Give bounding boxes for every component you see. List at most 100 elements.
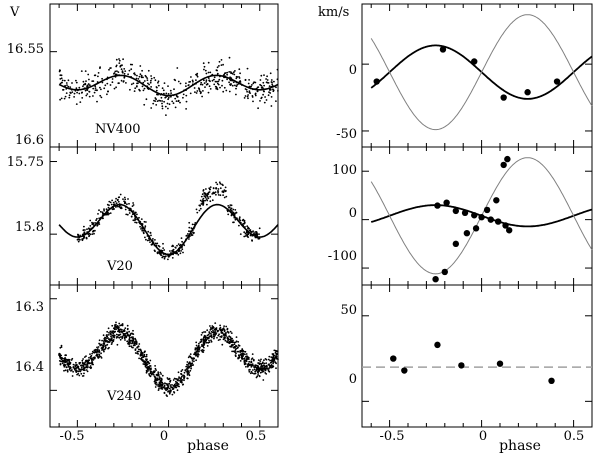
photometric-point — [125, 213, 128, 216]
photometric-point — [160, 386, 163, 389]
photometric-point — [99, 210, 102, 213]
photometric-point — [194, 347, 197, 350]
photometric-point — [91, 360, 93, 362]
photometric-point — [246, 231, 248, 234]
photometric-point — [231, 350, 234, 353]
photometric-point — [157, 373, 160, 376]
photometric-point — [143, 103, 146, 106]
photometric-point — [196, 90, 199, 92]
photometric-point — [113, 331, 116, 333]
ytick-label: 0 — [349, 206, 357, 221]
photometric-point — [115, 321, 117, 324]
photometric-point — [227, 213, 230, 216]
photometric-point — [260, 96, 263, 99]
photometric-point — [158, 387, 160, 390]
photometric-point — [96, 100, 98, 103]
photometric-point — [222, 194, 225, 197]
photometric-point — [210, 333, 212, 335]
photometric-point — [154, 242, 157, 245]
photometric-point — [171, 388, 174, 391]
photometric-point — [244, 363, 247, 365]
photometric-point — [217, 334, 220, 337]
photometric-point — [163, 92, 165, 95]
photometric-point — [243, 357, 246, 360]
photometric-point — [212, 335, 215, 338]
rv-point — [441, 268, 448, 276]
photometric-point — [234, 218, 237, 221]
systemic-velocity-point — [548, 377, 555, 385]
photometric-point — [191, 358, 194, 360]
photometric-point — [177, 80, 180, 83]
photometric-point — [87, 73, 90, 76]
photometric-point — [143, 360, 146, 362]
photometric-point — [156, 242, 159, 245]
photometric-point — [219, 338, 221, 341]
photometric-point — [61, 362, 64, 365]
photometric-point — [98, 342, 100, 345]
photometric-point — [262, 81, 265, 84]
photometric-point — [268, 370, 271, 373]
photometric-point — [82, 368, 84, 371]
photometric-point — [176, 381, 179, 384]
photometric-point — [174, 106, 177, 109]
photometric-point — [89, 84, 91, 87]
photometric-point — [147, 361, 150, 363]
photometric-point — [233, 341, 236, 344]
photometric-point — [186, 371, 189, 374]
photometric-point — [186, 374, 189, 376]
photometric-point — [65, 82, 68, 84]
photometric-point — [209, 88, 212, 90]
photometric-point — [85, 369, 88, 371]
photometric-point — [89, 219, 92, 222]
photometric-point — [171, 386, 174, 389]
photometric-point — [252, 100, 254, 103]
photometric-point — [145, 221, 147, 223]
photometric-point — [209, 200, 212, 203]
photometric-point — [203, 79, 205, 82]
photometric-point — [160, 377, 163, 380]
photometric-point — [134, 348, 137, 350]
photometric-point — [160, 96, 163, 99]
photometric-point — [209, 71, 212, 74]
photometric-point — [152, 238, 154, 240]
photometric-point — [144, 350, 146, 353]
photometric-point — [257, 366, 260, 369]
photometric-point — [85, 237, 88, 240]
photometric-point — [250, 370, 253, 373]
photometric-point — [133, 90, 136, 92]
photometric-point — [118, 82, 120, 84]
photometric-point — [185, 100, 188, 103]
photometric-point — [94, 229, 96, 232]
photometric-point — [234, 348, 237, 351]
photometric-point — [106, 203, 109, 206]
photometric-point — [121, 323, 124, 325]
photometric-point — [144, 225, 147, 228]
photometric-point — [142, 359, 144, 361]
photometric-point — [137, 350, 140, 353]
photometric-point — [233, 73, 236, 76]
photometric-point — [173, 391, 176, 394]
photometric-point — [140, 228, 142, 230]
photometric-point — [134, 337, 137, 340]
photometric-point — [271, 356, 274, 359]
rv-point — [504, 155, 511, 163]
photometric-point — [63, 365, 66, 368]
photometric-point — [111, 81, 114, 84]
photometric-point — [157, 81, 159, 84]
photometric-point — [260, 365, 262, 368]
photometric-point — [200, 340, 203, 343]
photometric-point — [168, 377, 171, 380]
photometric-point — [193, 87, 196, 89]
photometric-point — [77, 372, 80, 375]
photometric-point — [154, 239, 156, 241]
photometric-point — [272, 353, 275, 355]
photometric-point — [232, 81, 235, 84]
photometric-point — [205, 341, 208, 344]
photometric-point — [157, 383, 160, 386]
photometric-point — [88, 235, 90, 238]
photometric-point — [219, 187, 222, 190]
photometric-point — [109, 84, 112, 86]
photometric-point — [96, 348, 99, 350]
photometric-point — [185, 370, 188, 372]
photometric-point — [111, 208, 114, 211]
